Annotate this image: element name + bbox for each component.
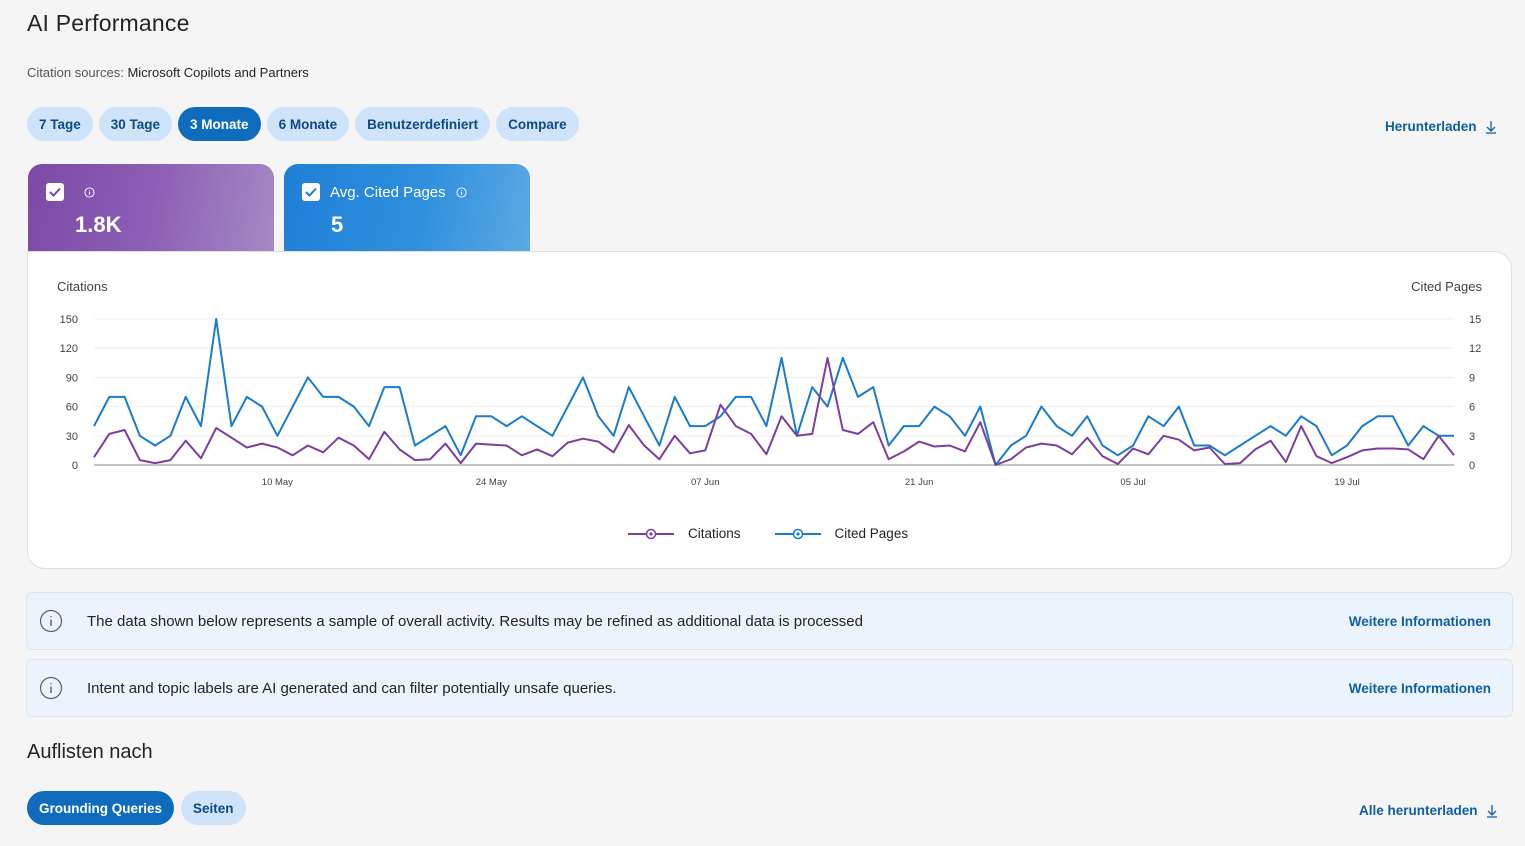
- metric-card-cited-pages: Avg. Cited Pages 5: [284, 164, 530, 251]
- legend-item-cited-pages[interactable]: Cited Pages: [774, 526, 909, 541]
- left-axis-tick: 120: [60, 343, 78, 355]
- download-link[interactable]: Herunterladen: [1385, 119, 1497, 134]
- tab-seiten[interactable]: Seiten: [181, 791, 246, 825]
- right-axis-tick: 6: [1469, 402, 1475, 414]
- pill-compare[interactable]: Compare: [496, 107, 579, 141]
- citation-sources-label: Citation sources:: [27, 65, 124, 80]
- sample-data-banner: The data shown below represents a sample…: [26, 592, 1513, 650]
- x-axis-tick: 10 May: [262, 477, 293, 488]
- info-circle-icon: [39, 676, 63, 700]
- left-axis-tick: 30: [66, 431, 78, 443]
- banner-more-info-link[interactable]: Weitere Informationen: [1348, 680, 1491, 696]
- right-axis-tick: 0: [1469, 460, 1475, 472]
- cited-pages-checkbox[interactable]: [302, 183, 320, 201]
- cited-pages-series-line: [93, 318, 1454, 466]
- pill-7-tage[interactable]: 7 Tage: [27, 107, 93, 141]
- legend-item-citations[interactable]: Citations: [628, 526, 741, 541]
- tab-grounding-queries[interactable]: Grounding Queries: [27, 791, 175, 825]
- checkmark-icon: [49, 187, 61, 197]
- left-axis-tick: 90: [66, 372, 78, 384]
- x-axis-tick: 05 Jul: [1120, 477, 1145, 488]
- citations-checkbox[interactable]: [46, 183, 64, 201]
- legend-cited-pages-label: Cited Pages: [834, 526, 909, 541]
- section-title: Auflisten nach: [27, 741, 153, 763]
- legend-cited-pages-marker: [774, 528, 821, 539]
- left-axis-tick: 150: [60, 314, 78, 326]
- info-icon[interactable]: [456, 186, 467, 198]
- left-axis-title: Citations: [57, 279, 108, 294]
- cited-pages-value: 5: [331, 212, 344, 237]
- right-axis-tick: 3: [1469, 431, 1475, 443]
- left-axis-tick: 0: [72, 460, 78, 472]
- page-title: AI Performance: [27, 10, 190, 36]
- citation-sources: Citation sources: Microsoft Copilots and…: [27, 65, 309, 80]
- left-axis-tick: 60: [66, 402, 78, 414]
- list-by-tabs: Grounding Queries Seiten: [27, 791, 246, 825]
- checkmark-icon: [305, 187, 317, 197]
- chart-panel: Citations Cited Pages 150 15 120 12 90 9 60 6 30…: [27, 251, 1512, 569]
- citations-series-line: [93, 356, 1455, 466]
- date-range-pills: 7 Tage 30 Tage 3 Monate 6 Monate Benutze…: [27, 107, 579, 141]
- banner-more-info-link[interactable]: Weitere Informationen: [1348, 613, 1491, 629]
- x-axis-tick: 19 Jul: [1334, 477, 1359, 488]
- chart-legend: Citations Cited Pages: [628, 526, 908, 541]
- citations-value: 1.8K: [75, 212, 122, 237]
- right-axis-title: Cited Pages: [1411, 279, 1482, 294]
- right-axis-tick: 9: [1469, 372, 1475, 384]
- right-axis-tick: 15: [1469, 314, 1481, 326]
- pill-benutzerdefiniert[interactable]: Benutzerdefiniert: [355, 107, 491, 141]
- info-circle-icon: [39, 609, 63, 633]
- x-axis-tick: 24 May: [476, 477, 507, 488]
- download-all-label: Alle herunterladen: [1359, 803, 1478, 818]
- cited-pages-card-label: Avg. Cited Pages: [330, 183, 446, 201]
- banner-text: The data shown below represents a sample…: [87, 612, 863, 630]
- pill-3-monate[interactable]: 3 Monate: [178, 107, 261, 141]
- legend-citations-marker: [628, 528, 674, 539]
- download-label: Herunterladen: [1385, 119, 1477, 134]
- metric-card-citations: 1.8K: [28, 164, 274, 251]
- pill-30-tage[interactable]: 30 Tage: [98, 107, 173, 141]
- citation-sources-value: Microsoft Copilots and Partners: [127, 65, 309, 80]
- download-icon: [1486, 804, 1497, 818]
- ai-labels-banner: Intent and topic labels are AI generated…: [26, 659, 1513, 717]
- x-axis-tick: 21 Jun: [905, 477, 934, 488]
- right-axis-tick: 12: [1469, 343, 1481, 355]
- banner-text: Intent and topic labels are AI generated…: [87, 679, 617, 697]
- legend-citations-label: Citations: [688, 526, 741, 541]
- download-all-link[interactable]: Alle herunterladen: [1359, 803, 1498, 818]
- info-icon[interactable]: [84, 186, 95, 198]
- download-icon: [1485, 120, 1496, 134]
- pill-6-monate[interactable]: 6 Monate: [266, 107, 350, 141]
- x-axis-tick: 07 Jun: [691, 477, 720, 488]
